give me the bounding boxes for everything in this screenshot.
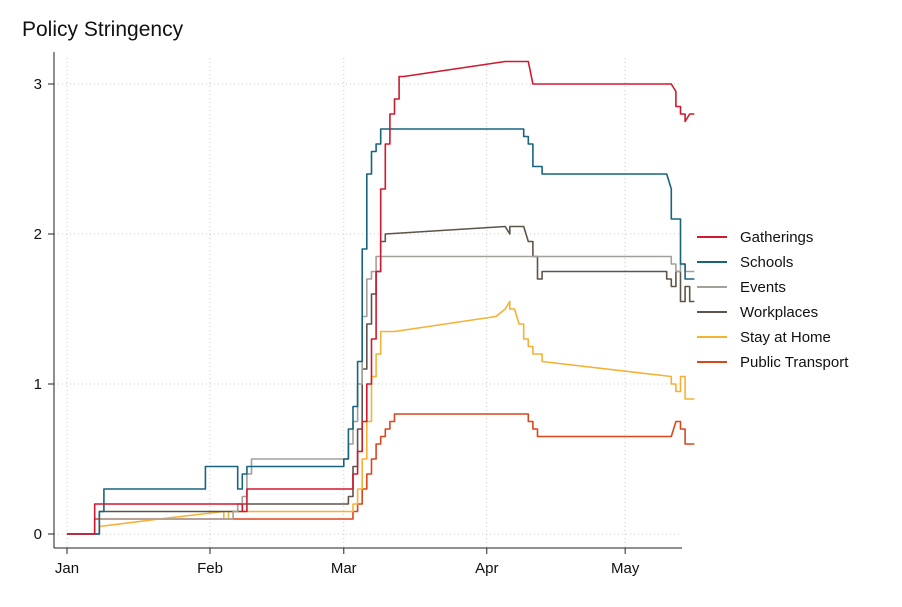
y-tick-label: 2 [34, 226, 42, 243]
y-tick-label: 0 [34, 526, 42, 543]
series-line-stay-at-home [67, 300, 695, 535]
legend-item: Workplaces [697, 304, 818, 321]
y-tick-label: 1 [34, 376, 42, 393]
x-tick-label: Mar [331, 560, 357, 577]
chart-title: Policy Stringency [22, 18, 184, 41]
x-tick-label: May [611, 560, 640, 577]
tick-labels: Jan Feb Mar Apr May 0 1 2 3 [34, 76, 640, 577]
series-line-events [67, 255, 695, 535]
series-line-schools [67, 128, 695, 535]
legend-item: Schools [697, 254, 793, 271]
x-tick-label: Jan [55, 560, 79, 577]
legend-label: Stay at Home [740, 329, 831, 346]
legend-item: Public Transport [697, 354, 849, 371]
x-tick-label: Feb [197, 560, 223, 577]
legend-label: Gatherings [740, 229, 813, 246]
series-line-workplaces [67, 225, 695, 535]
y-tick-label: 3 [34, 76, 42, 93]
legend-item: Gatherings [697, 229, 813, 246]
legend-item: Stay at Home [697, 329, 831, 346]
series-line-gatherings [67, 60, 695, 535]
legend-label: Workplaces [740, 304, 818, 321]
legend: Gatherings Schools Events Workplaces Stay at… [697, 229, 849, 371]
legend-label: Schools [740, 254, 793, 271]
legend-label: Events [740, 279, 786, 296]
x-tick-label: Apr [475, 560, 498, 577]
series-lines [67, 60, 695, 535]
legend-item: Events [697, 279, 786, 296]
axes [53, 52, 682, 549]
series-line-public-transport [67, 413, 695, 535]
legend-label: Public Transport [740, 354, 849, 371]
